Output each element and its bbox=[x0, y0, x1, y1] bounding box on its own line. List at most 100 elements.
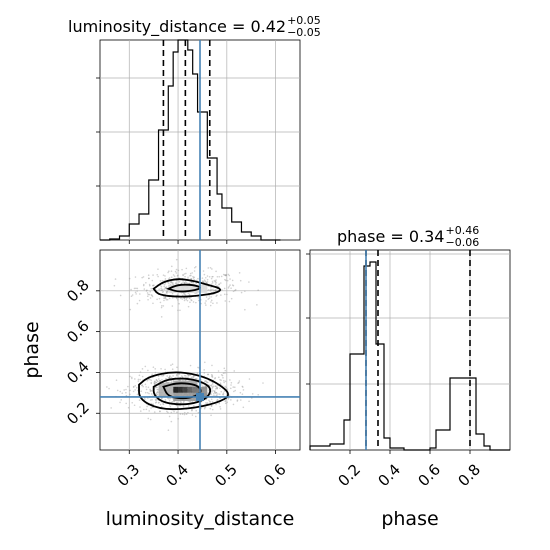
joint-sample-point bbox=[171, 368, 174, 371]
joint-sample-point bbox=[181, 413, 184, 415]
joint-sample-point bbox=[166, 290, 168, 293]
joint-sample-point bbox=[210, 277, 213, 280]
joint-sample-point bbox=[214, 289, 216, 291]
joint-sample-point bbox=[150, 381, 153, 384]
joint-sample-point bbox=[223, 379, 225, 382]
joint-sample-point bbox=[208, 399, 210, 402]
joint-sample-point bbox=[203, 279, 206, 282]
joint-sample-point bbox=[168, 297, 171, 300]
joint-sample-point bbox=[205, 402, 207, 404]
joint-sample-point bbox=[215, 394, 218, 396]
joint-sample-point bbox=[193, 375, 195, 377]
joint-sample-point bbox=[219, 408, 222, 410]
joint-sample-point bbox=[182, 274, 184, 277]
joint-sample-point bbox=[161, 305, 163, 307]
joint-sample-point bbox=[179, 309, 181, 312]
joint-sample-point bbox=[212, 288, 214, 291]
joint-sample-point bbox=[233, 370, 236, 372]
joint-sample-point bbox=[213, 394, 215, 397]
joint-sample-point bbox=[229, 379, 231, 381]
joint-sample-point bbox=[180, 375, 183, 377]
joint-sample-point bbox=[191, 409, 193, 412]
joint-sample-point bbox=[203, 369, 206, 371]
joint-sample-point bbox=[185, 413, 188, 416]
joint-sample-point bbox=[164, 287, 167, 290]
joint-sample-point bbox=[211, 400, 214, 403]
joint-x-tick-label: 0.6 bbox=[260, 460, 290, 490]
joint-sample-point bbox=[214, 377, 217, 379]
joint-sample-point bbox=[187, 292, 190, 295]
y-axis-label-phase: phase bbox=[21, 321, 43, 378]
joint-sample-point bbox=[141, 368, 144, 370]
joint-sample-point bbox=[195, 301, 197, 304]
joint-sample-point bbox=[237, 382, 239, 384]
joint-sample-point bbox=[224, 380, 227, 383]
joint-x-tick-label: 0.3 bbox=[114, 460, 144, 490]
joint-sample-point bbox=[150, 402, 153, 405]
joint-sample-point bbox=[200, 404, 203, 406]
joint-sample-point bbox=[159, 410, 161, 412]
joint-sample-point bbox=[164, 297, 167, 300]
joint-sample-point bbox=[172, 274, 175, 276]
ph-histogram-bar bbox=[364, 266, 370, 450]
joint-sample-point bbox=[155, 379, 158, 381]
ph-histogram-bar bbox=[456, 378, 476, 450]
joint-sample-point bbox=[130, 295, 133, 298]
joint-sample-point bbox=[138, 299, 141, 302]
joint-sample-point bbox=[175, 279, 178, 282]
joint-sample-point bbox=[213, 392, 215, 395]
joint-sample-point bbox=[143, 288, 146, 290]
joint-sample-point bbox=[139, 406, 141, 408]
joint-sample-point bbox=[146, 295, 149, 298]
joint-sample-point bbox=[205, 398, 208, 401]
joint-sample-point bbox=[156, 298, 158, 301]
joint-sample-point bbox=[169, 280, 172, 283]
ph-histogram-bar bbox=[330, 444, 344, 450]
joint-sample-point bbox=[181, 268, 183, 271]
joint-sample-point bbox=[210, 299, 213, 302]
joint-sample-point bbox=[142, 284, 145, 287]
joint-sample-point bbox=[183, 374, 186, 377]
joint-sample-point bbox=[212, 302, 214, 305]
joint-sample-point bbox=[170, 376, 173, 379]
joint-sample-point bbox=[211, 364, 213, 367]
joint-sample-point bbox=[155, 378, 158, 381]
joint-sample-point bbox=[174, 282, 177, 285]
joint-sample-point bbox=[165, 381, 168, 383]
joint-sample-point bbox=[162, 305, 165, 307]
joint-sample-point bbox=[215, 392, 217, 394]
joint-sample-point bbox=[146, 292, 149, 294]
joint-sample-point bbox=[242, 389, 245, 391]
joint-sample-point bbox=[209, 267, 212, 269]
joint-sample-point bbox=[156, 393, 158, 396]
joint-sample-point bbox=[222, 372, 225, 375]
joint-sample-point bbox=[160, 287, 162, 290]
joint-sample-point bbox=[125, 388, 127, 391]
joint-sample-point bbox=[162, 403, 165, 406]
joint-sample-point bbox=[220, 275, 223, 278]
joint-sample-point bbox=[215, 386, 218, 389]
joint-sample-point bbox=[185, 272, 187, 275]
joint-density-cell bbox=[168, 284, 208, 293]
joint-sample-point bbox=[167, 376, 170, 379]
ld-histogram-bar bbox=[232, 222, 242, 240]
joint-sample-point bbox=[239, 391, 242, 394]
joint-sample-point bbox=[220, 390, 223, 393]
joint-sample-point bbox=[139, 378, 141, 381]
joint-sample-point bbox=[110, 407, 112, 409]
joint-sample-point bbox=[211, 386, 214, 389]
joint-sample-point bbox=[149, 290, 152, 293]
joint-sample-point bbox=[211, 280, 214, 283]
joint-sample-point bbox=[222, 393, 224, 396]
joint-sample-point bbox=[224, 400, 227, 402]
joint-sample-point bbox=[178, 280, 181, 283]
joint-sample-point bbox=[150, 382, 153, 385]
joint-sample-point bbox=[229, 284, 231, 286]
joint-sample-point bbox=[134, 389, 136, 391]
joint-sample-point bbox=[177, 299, 179, 301]
joint-sample-point bbox=[165, 286, 167, 289]
joint-sample-point bbox=[166, 281, 169, 284]
joint-sample-point bbox=[179, 413, 182, 415]
ph-histogram-bar bbox=[436, 430, 450, 450]
joint-sample-point bbox=[144, 391, 147, 394]
